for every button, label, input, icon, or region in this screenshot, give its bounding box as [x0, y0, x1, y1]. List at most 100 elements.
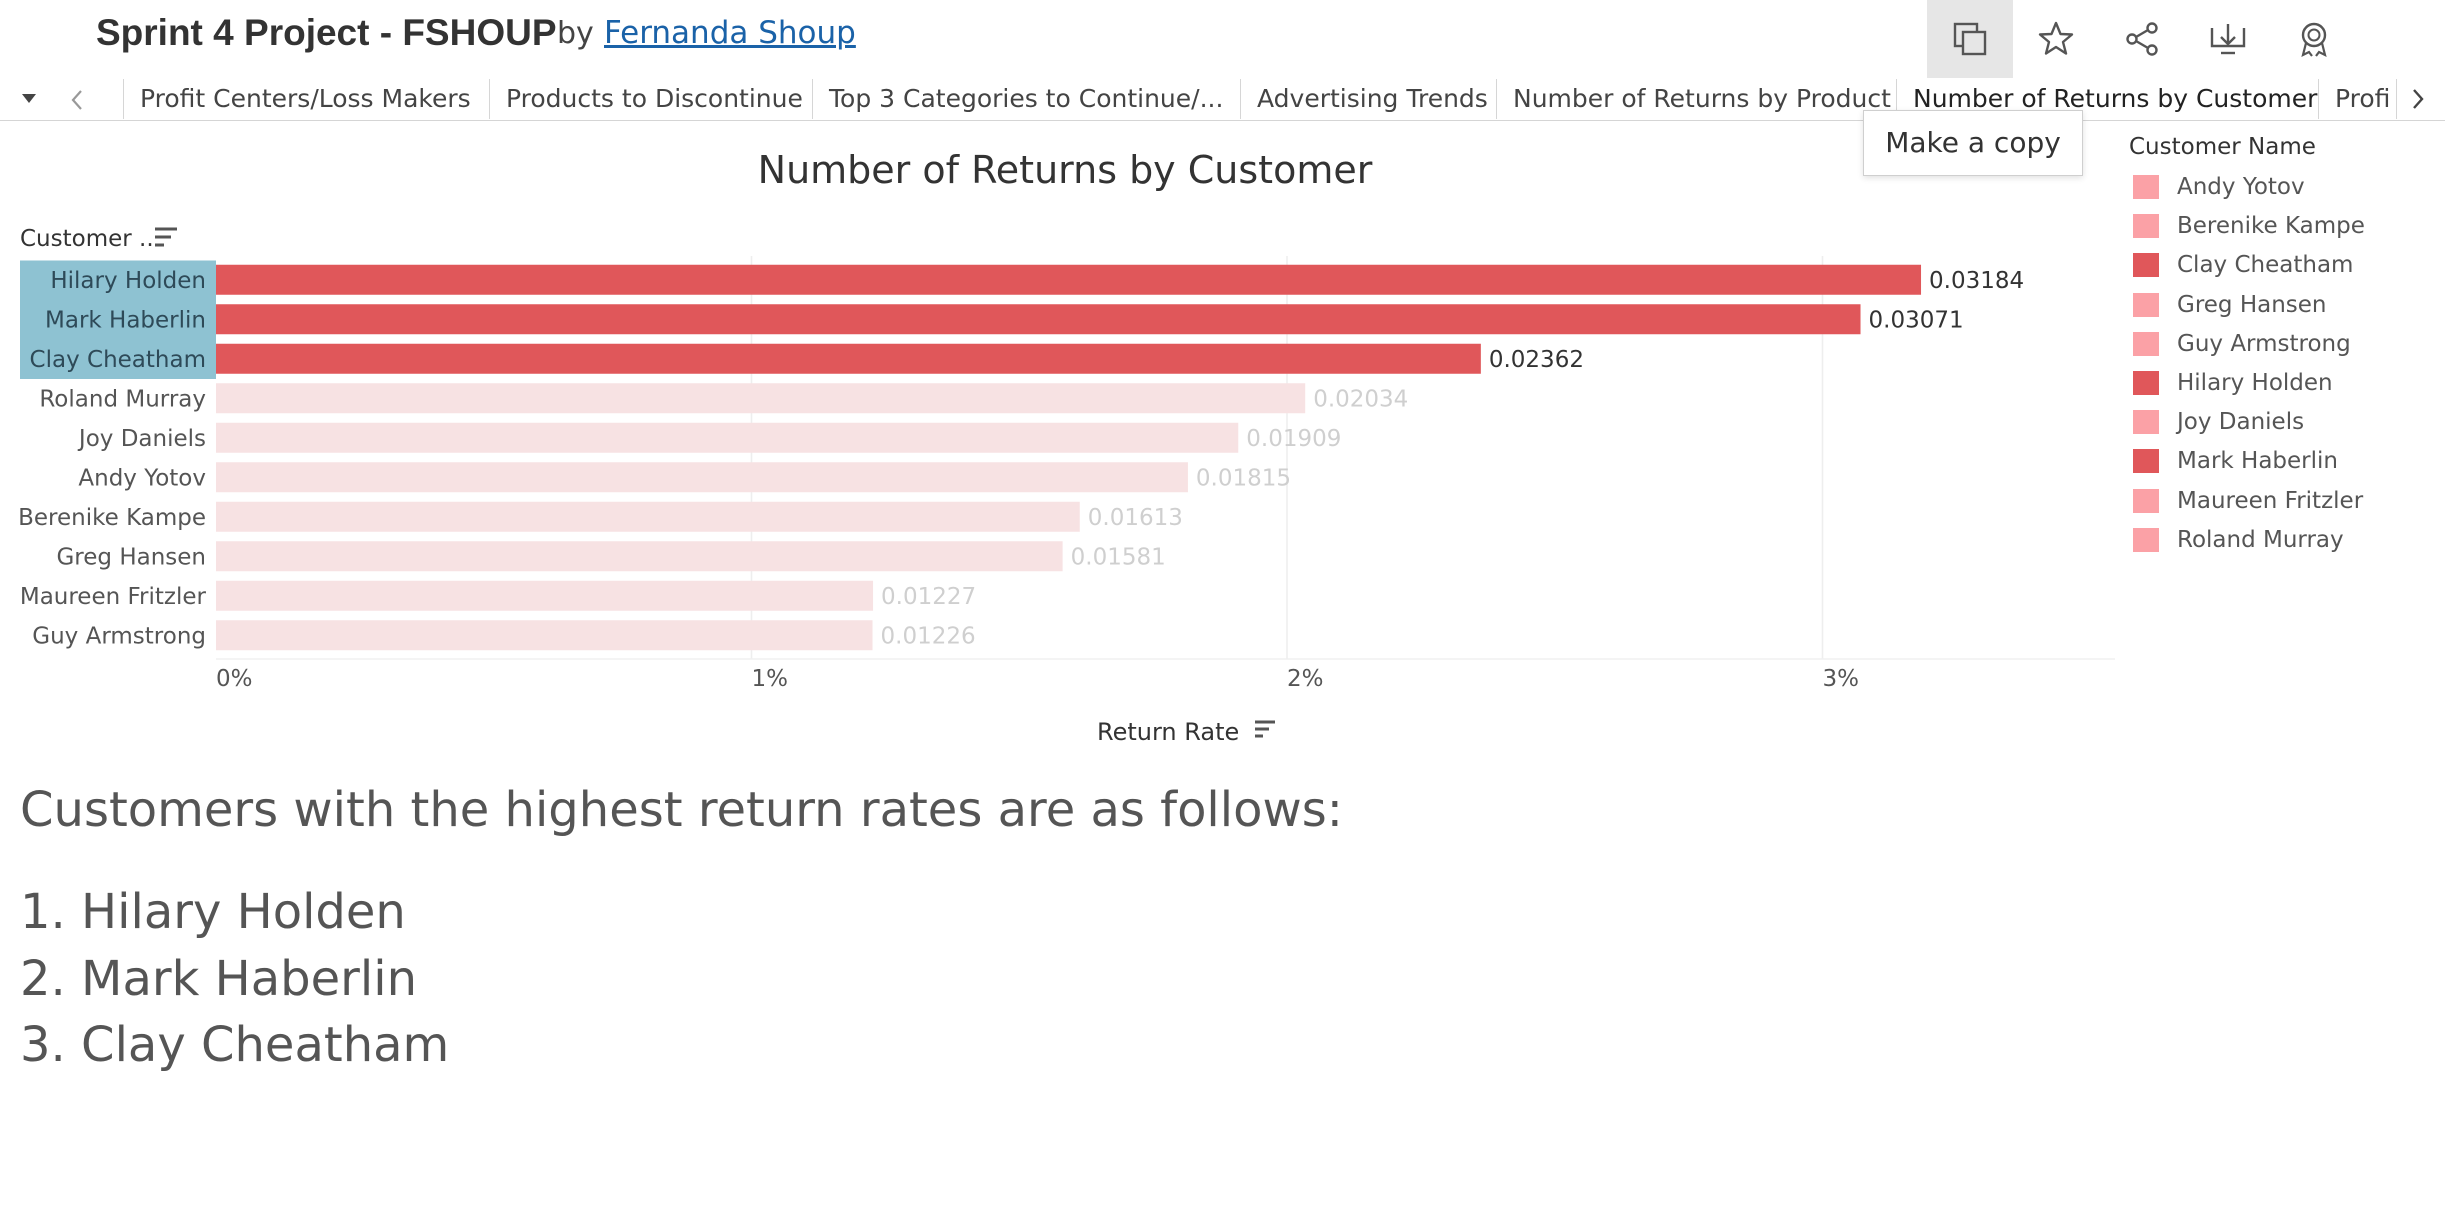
- legend-label: Guy Armstrong: [2177, 330, 2351, 357]
- favorite-button[interactable]: [2013, 0, 2099, 78]
- bar[interactable]: [216, 541, 1063, 572]
- tab-top-3-categories[interactable]: Top 3 Categories to Continue/...: [812, 79, 1240, 119]
- author-link[interactable]: Fernanda Shoup: [604, 15, 856, 51]
- tabs-scroll-right-button[interactable]: [2396, 79, 2445, 119]
- bar[interactable]: [216, 501, 1080, 532]
- return-rate-bar-chart: Customer .. Hilary Holden 0.03184 Mark Hab…: [18, 226, 2115, 692]
- summary-heading: Customers with the highest return rates …: [20, 782, 1343, 838]
- legend-swatch: [2133, 331, 2159, 356]
- sheet-tab-bar: Profit Centers/Loss Makers Products to D…: [0, 79, 2445, 121]
- summary-item: 2. Mark Haberlin: [20, 951, 418, 1007]
- x-axis-title[interactable]: Return Rate: [1097, 718, 1277, 746]
- summary-item: 3. Clay Cheatham: [20, 1017, 450, 1073]
- category-label[interactable]: Mark Haberlin: [45, 307, 206, 333]
- bar-value-label: 0.01227: [881, 584, 976, 610]
- summary-item: 1. Hilary Holden: [20, 884, 406, 940]
- x-tick-label: 3%: [1823, 666, 1860, 692]
- bar[interactable]: [216, 383, 1306, 414]
- by-label: by: [557, 16, 594, 51]
- category-label[interactable]: Andy Yotov: [78, 465, 206, 491]
- category-label[interactable]: Maureen Fritzler: [20, 584, 207, 610]
- tab-profit-partial[interactable]: Profi: [2318, 79, 2396, 119]
- bar-value-label: 0.02034: [1313, 386, 1408, 412]
- legend-swatch: [2133, 175, 2159, 199]
- bar[interactable]: [216, 264, 1922, 295]
- bar-value-label: 0.01581: [1071, 544, 1166, 570]
- legend-label: Clay Cheatham: [2177, 252, 2354, 279]
- legend-swatch: [2133, 410, 2159, 435]
- legend-swatch: [2133, 214, 2159, 239]
- tab-advertising-trends[interactable]: Advertising Trends: [1240, 79, 1496, 119]
- x-tick-label: 0%: [216, 666, 253, 692]
- bar[interactable]: [216, 462, 1188, 493]
- bars: Hilary Holden 0.03184 Mark Haberlin 0.03071…: [18, 264, 2024, 651]
- legend-swatch: [2133, 253, 2159, 278]
- bar-value-label: 0.01815: [1196, 465, 1291, 491]
- bar[interactable]: [216, 620, 873, 651]
- legend-label: Maureen Fritzler: [2177, 487, 2364, 514]
- legend-item[interactable]: Roland Murray: [2133, 525, 2344, 555]
- bar-value-label: 0.02362: [1489, 347, 1584, 373]
- share-icon: [2126, 22, 2158, 56]
- tab-profit-centers[interactable]: Profit Centers/Loss Makers: [123, 79, 489, 119]
- legend-item[interactable]: Andy Yotov: [2133, 172, 2305, 202]
- tab-list-dropdown[interactable]: [18, 89, 48, 111]
- x-tick-label: 2%: [1287, 666, 1324, 692]
- legend-item[interactable]: Guy Armstrong: [2133, 329, 2351, 359]
- selection-highlight: [20, 260, 216, 379]
- download-button[interactable]: [2185, 0, 2271, 78]
- copy-icon: [1953, 22, 1987, 56]
- category-label[interactable]: Clay Cheatham: [30, 347, 206, 373]
- sort-icon[interactable]: [155, 227, 177, 247]
- tab-returns-by-product[interactable]: Number of Returns by Product: [1496, 79, 1896, 119]
- legend-item[interactable]: Maureen Fritzler: [2133, 486, 2363, 516]
- legend-label: Hilary Holden: [2177, 370, 2333, 396]
- legend-item[interactable]: Berenike Kampe: [2133, 211, 2365, 241]
- bar[interactable]: [216, 343, 1481, 374]
- category-label[interactable]: Berenike Kampe: [18, 505, 206, 531]
- bar-value-label: 0.01613: [1088, 505, 1183, 531]
- legend-item[interactable]: Greg Hansen: [2133, 290, 2327, 320]
- legend-swatch: [2133, 371, 2159, 395]
- legend-label: Berenike Kampe: [2177, 213, 2365, 240]
- chevron-left-icon: [71, 90, 82, 110]
- legend-item[interactable]: Mark Haberlin: [2133, 446, 2338, 476]
- x-tick-label: 1%: [752, 666, 789, 692]
- download-icon: [2210, 24, 2246, 55]
- workbook-title: Sprint 4 Project - FSHOUP: [96, 12, 557, 53]
- legend-label: Greg Hansen: [2177, 291, 2327, 318]
- star-icon: [2038, 21, 2074, 55]
- tabs-scroll-left-button[interactable]: [62, 85, 98, 115]
- legend-item[interactable]: Hilary Holden: [2133, 368, 2333, 398]
- category-label[interactable]: Joy Daniels: [77, 426, 206, 452]
- category-label[interactable]: Greg Hansen: [56, 544, 206, 570]
- legend-label: Joy Daniels: [2177, 409, 2305, 436]
- bar-value-label: 0.01226: [881, 623, 976, 649]
- bar-value-label: 0.03071: [1869, 307, 1964, 333]
- make-copy-button[interactable]: [1927, 0, 2013, 78]
- bar[interactable]: [216, 580, 874, 611]
- category-label[interactable]: Hilary Holden: [50, 268, 206, 294]
- legend-label: Andy Yotov: [2177, 174, 2305, 200]
- row-header-label: Customer ..: [20, 226, 154, 252]
- category-label[interactable]: Roland Murray: [39, 386, 206, 412]
- caret-down-icon: [22, 94, 36, 103]
- bar[interactable]: [216, 304, 1861, 335]
- make-copy-tooltip: Make a copy: [1863, 110, 2083, 176]
- share-button[interactable]: [2099, 0, 2185, 78]
- chevron-right-icon: [2413, 89, 2424, 109]
- legend-item[interactable]: Joy Daniels: [2133, 407, 2304, 437]
- chart-title: Number of Returns by Customer: [757, 148, 1373, 192]
- x-axis-label: Return Rate: [1097, 718, 1240, 746]
- award-icon: [2301, 22, 2327, 58]
- category-label[interactable]: Guy Armstrong: [32, 623, 206, 649]
- legend-label: Mark Haberlin: [2177, 448, 2338, 475]
- legend-item[interactable]: Clay Cheatham: [2133, 250, 2353, 280]
- bar[interactable]: [216, 422, 1239, 453]
- legend-swatch: [2133, 292, 2159, 317]
- x-axis-ticks: 0% 1% 2% 3%: [216, 666, 1859, 692]
- metrics-button[interactable]: [2271, 0, 2357, 78]
- legend-swatch: [2133, 527, 2159, 552]
- tab-products-to-discontinue[interactable]: Products to Discontinue: [489, 79, 812, 119]
- legend-swatch: [2133, 488, 2159, 513]
